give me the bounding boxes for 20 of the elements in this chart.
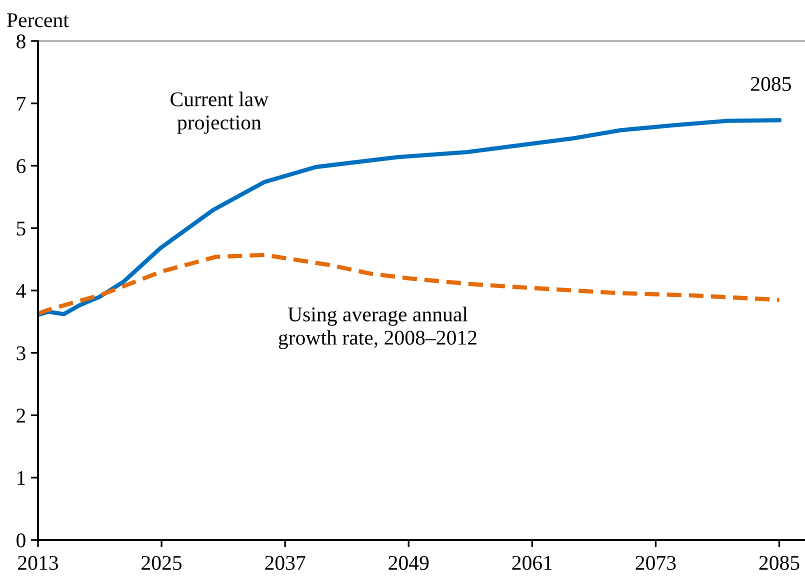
x-tick-label: 2025 xyxy=(142,556,182,570)
y-tick-label: 1 xyxy=(18,471,25,485)
x-tick-label: 2013 xyxy=(18,556,58,570)
annotation: 2085 xyxy=(751,76,791,91)
x-tick-label: 2085 xyxy=(759,556,800,570)
y-tick-label: 5 xyxy=(16,222,26,236)
x-tick-label: 2073 xyxy=(636,556,676,570)
x-tick-label: 2049 xyxy=(388,556,429,570)
x-tick-label: 2061 xyxy=(512,556,552,570)
text: Current law projection xyxy=(170,92,269,134)
y-axis-title: Percent xyxy=(7,13,69,28)
y-tick-label: 4 xyxy=(16,284,26,298)
y-tick-label: 8 xyxy=(16,34,26,48)
y-tick-label: 2 xyxy=(16,408,26,422)
y-tick-label: 6 xyxy=(16,159,26,174)
y-tick-label: 3 xyxy=(16,346,26,360)
series-label: Using average annual growth rate, 2008–2012 xyxy=(278,306,476,350)
y-tick-label: 0 xyxy=(16,533,26,548)
y-tick-label: 7 xyxy=(17,96,26,111)
x-tick-label: 2037 xyxy=(265,556,306,570)
